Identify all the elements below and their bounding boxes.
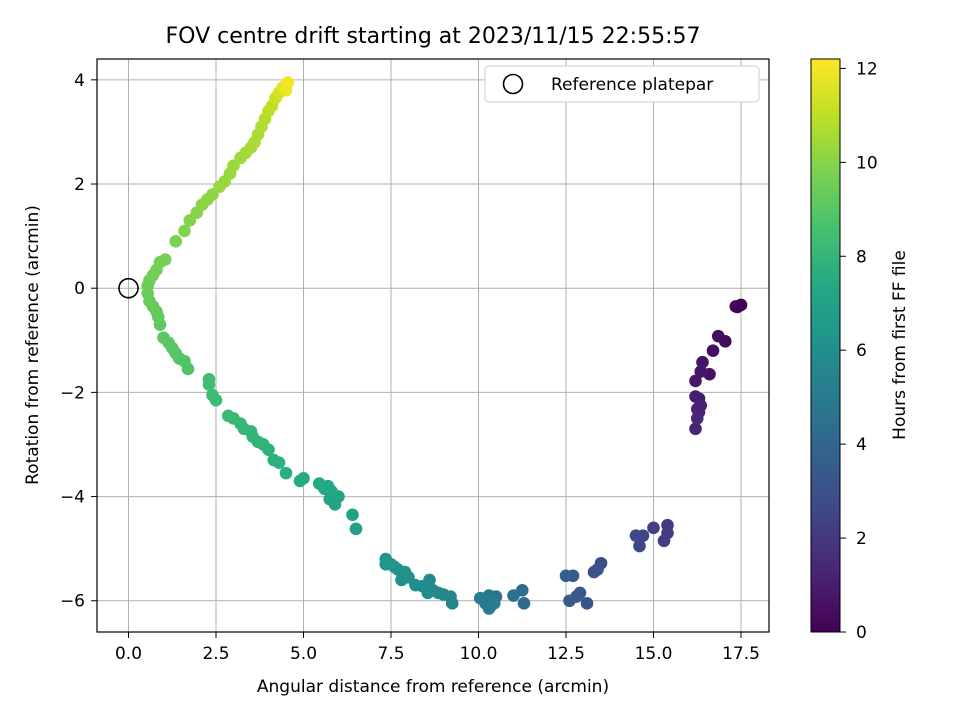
- y-tick-label: −4: [60, 488, 85, 508]
- data-point: [633, 539, 646, 553]
- colorbar-tick-label: 6: [856, 341, 867, 361]
- data-point: [267, 453, 281, 467]
- data-point: [293, 474, 307, 488]
- data-point: [157, 331, 170, 344]
- y-tick-label: 0: [74, 279, 85, 299]
- colorbar-gradient: [810, 58, 841, 633]
- colorbar-tick-label: 2: [856, 529, 867, 549]
- data-point: [690, 412, 704, 425]
- data-point: [202, 373, 216, 386]
- x-tick-label: 10.0: [460, 644, 498, 664]
- data-point: [559, 569, 573, 583]
- data-point: [629, 529, 643, 542]
- y-tick-label: 4: [74, 71, 85, 91]
- x-tick-label: 15.0: [635, 644, 673, 664]
- y-tick-label: −6: [60, 592, 85, 612]
- data-point: [706, 344, 720, 358]
- data-point: [517, 597, 531, 610]
- legend-reference-marker: [502, 73, 524, 95]
- data-point: [647, 521, 660, 535]
- reference-marker-group: [118, 277, 139, 299]
- x-tick-label: 5.0: [290, 644, 317, 664]
- data-point: [487, 597, 501, 610]
- y-tick-label: −2: [60, 383, 85, 403]
- grid-lines: [97, 59, 769, 632]
- data-point: [158, 253, 172, 266]
- data-point: [657, 534, 671, 548]
- x-tick-label: 12.5: [547, 644, 585, 664]
- data-point: [379, 557, 393, 571]
- x-tick-label: 7.5: [377, 644, 404, 664]
- colorbar-tick-label: 8: [856, 247, 867, 267]
- x-tick-label: 17.5: [722, 644, 760, 664]
- legend-box: [484, 65, 760, 103]
- data-point: [587, 565, 601, 579]
- data-point: [696, 355, 709, 369]
- chart-title: FOV centre drift starting at 2023/11/15 …: [166, 24, 701, 49]
- colorbar-ticks: 0 2 4 6 8 10 12: [840, 59, 878, 643]
- data-point: [507, 589, 520, 602]
- data-point: [690, 402, 704, 416]
- x-tick-label: 0.0: [115, 644, 142, 664]
- data-point: [694, 365, 708, 378]
- colorbar-tick-label: 10: [856, 153, 878, 173]
- data-point: [689, 374, 702, 388]
- data-point: [206, 388, 219, 402]
- y-axis-label: Rotation from reference (arcmin): [23, 205, 43, 485]
- data-point: [580, 597, 594, 610]
- x-axis-label: Angular distance from reference (arcmin): [257, 677, 609, 697]
- x-axis: 0.0 2.5 5.0 7.5 10.0 12.5 15.0 17.5: [115, 632, 760, 664]
- data-point: [221, 409, 235, 423]
- data-point: [473, 591, 487, 605]
- reference-platepar-marker: [118, 277, 139, 299]
- colorbar-tick-label: 4: [856, 435, 867, 455]
- data-point: [279, 83, 293, 97]
- scatter-points: [141, 76, 748, 615]
- data-point: [349, 522, 363, 536]
- y-tick-label: 2: [74, 175, 85, 195]
- legend-entry-label: Reference platepar: [551, 75, 713, 95]
- data-point: [169, 235, 183, 248]
- data-point: [689, 422, 702, 436]
- colorbar-label: Hours from first FF file: [890, 250, 910, 440]
- colorbar-tick-label: 12: [856, 59, 878, 79]
- data-point: [279, 466, 293, 480]
- colorbar-tick-label: 0: [856, 623, 867, 643]
- data-point: [178, 224, 191, 238]
- data-point: [711, 329, 725, 343]
- data-point: [346, 508, 359, 522]
- legend: Reference platepar: [484, 65, 760, 103]
- x-tick-label: 2.5: [202, 644, 229, 664]
- plot-frame: [96, 58, 770, 633]
- data-point: [563, 594, 576, 608]
- data-point: [729, 300, 743, 313]
- y-axis: −6 −4 −2 0 2 4: [60, 71, 97, 612]
- data-point: [312, 477, 326, 490]
- colorbar: 0 2 4 6 8 10 12 Hours from first FF file: [810, 58, 910, 643]
